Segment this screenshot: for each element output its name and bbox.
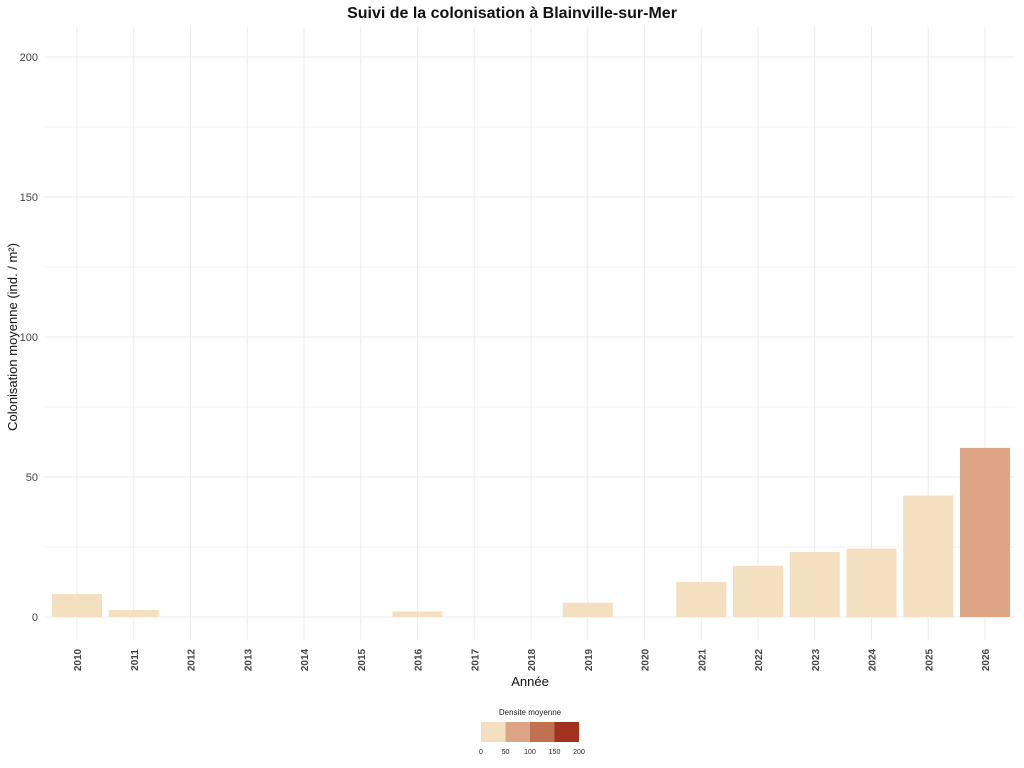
legend-tick-label: 100 [524, 749, 536, 756]
y-tick-label: 200 [20, 52, 38, 64]
legend-tick-label: 0 [479, 749, 483, 756]
x-tick-label: 2015 [357, 648, 368, 671]
bar-2016 [392, 611, 443, 617]
bar-2026 [960, 447, 1010, 617]
y-tick-label: 150 [20, 192, 38, 204]
legend-tick-label: 200 [573, 749, 585, 756]
y-tick-label: 50 [26, 472, 38, 484]
x-tick-label: 2024 [868, 648, 879, 671]
x-tick-label: 2022 [754, 648, 765, 671]
legend-swatch [554, 722, 579, 742]
x-tick-label: 2012 [187, 648, 198, 671]
x-tick-label: 2021 [697, 648, 708, 671]
x-tick-label: 2016 [414, 648, 425, 671]
bar-2022 [733, 565, 783, 617]
legend-swatch [505, 722, 530, 742]
x-tick-label: 2026 [981, 648, 992, 671]
bar-2010 [52, 594, 102, 617]
x-tick-label: 2023 [811, 648, 822, 671]
bar-2025 [903, 495, 954, 617]
x-tick-label: 2010 [73, 648, 84, 671]
x-tick-label: 2017 [470, 648, 481, 671]
x-tick-label: 2014 [300, 648, 311, 671]
legend-tick-label: 150 [549, 749, 561, 756]
x-tick-label: 2020 [641, 648, 652, 671]
legend-swatch [530, 722, 555, 742]
x-tick-label: 2025 [924, 648, 935, 671]
bar-2011 [108, 610, 159, 617]
x-tick-label: 2018 [527, 648, 538, 671]
bar-2023 [789, 552, 840, 617]
x-tick-label: 2019 [584, 648, 595, 671]
y-axis-title: Colonisation moyenne (ind. / m²) [5, 243, 20, 431]
bar-2019 [562, 602, 613, 617]
bar-2021 [676, 582, 727, 617]
legend-tick-label: 50 [502, 749, 510, 756]
y-tick-label: 0 [32, 612, 38, 624]
y-tick-label: 100 [20, 332, 38, 344]
chart-title: Suivi de la colonisation à Blainville-su… [347, 5, 677, 22]
x-axis-title: Année [511, 674, 549, 689]
legend-swatch [481, 722, 506, 742]
x-tick-label: 2013 [243, 648, 254, 671]
x-tick-label: 2011 [130, 649, 141, 671]
bar-2024 [846, 548, 897, 617]
legend-title: Densite moyenne [499, 708, 562, 717]
